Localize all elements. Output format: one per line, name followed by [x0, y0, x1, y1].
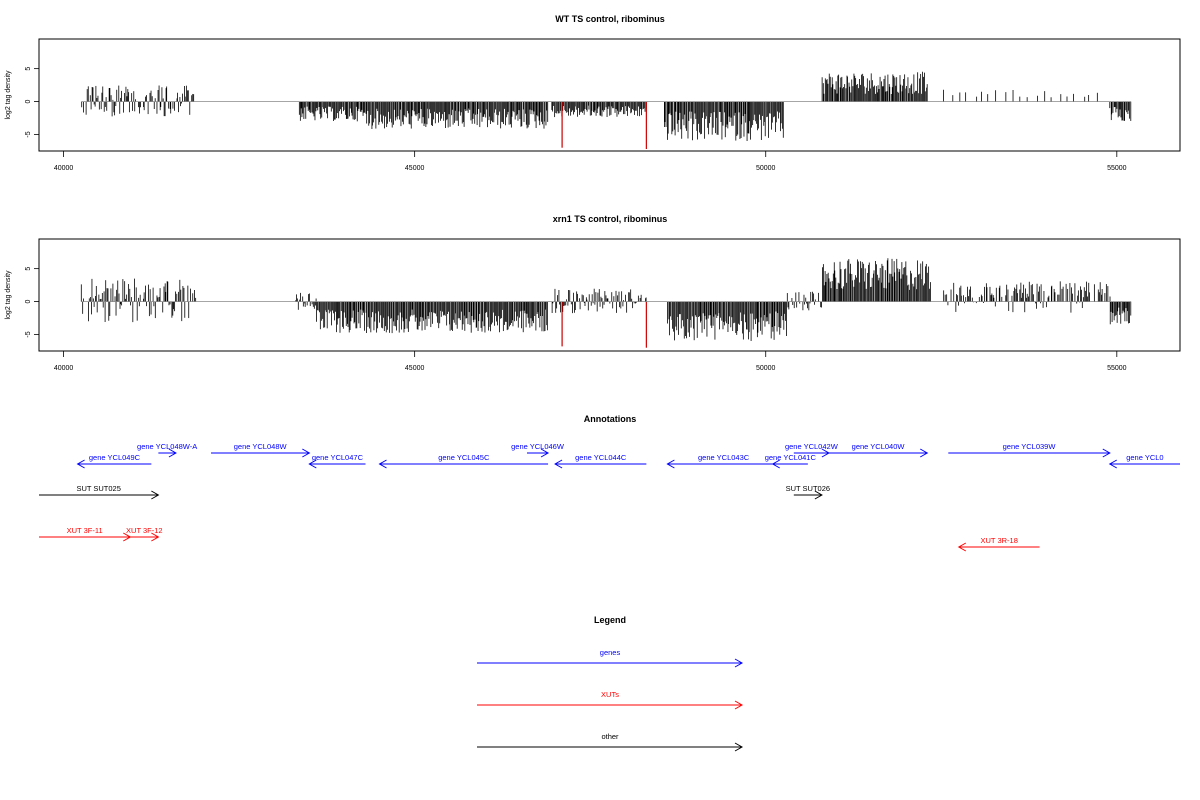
annotation-arrowhead [1108, 459, 1118, 469]
y-tick-label: 5 [25, 67, 32, 71]
annotation-arrowhead [540, 448, 550, 458]
annotation-feature: XUT 3F-11 [39, 526, 132, 542]
annotation-feature: XUT 3R-18 [957, 536, 1040, 552]
wt-x-axis: 40000 45000 50000 55000 [54, 150, 1127, 172]
x-tick-label: 55000 [1107, 165, 1127, 172]
wt-panel-frame [38, 38, 1181, 152]
annotation-label: gene YCL049C [89, 453, 141, 462]
annotation-label: gene YCL039W [1003, 442, 1057, 451]
legend-item-xut: XUTs [477, 690, 744, 710]
x-tick-label: 55000 [1107, 365, 1127, 372]
annotation-feature: gene YCL042W [785, 442, 839, 458]
annotation-label: SUT SUT025 [76, 484, 120, 493]
wt-y-axis-label: log2 tag density [5, 70, 12, 120]
legend-item-other: other [477, 732, 744, 752]
annotation-feature: gene YCL041C [765, 453, 817, 469]
annotation-label: gene YCL040W [852, 442, 906, 451]
annotation-feature: gene YCL044C [554, 453, 647, 469]
xrn1-x-axis: 40000 45000 50000 55000 [54, 350, 1127, 372]
xrn1-panel-title: xrn1 TS control, ribominus [553, 214, 668, 224]
annotation-label: gene YCL044C [575, 453, 627, 462]
annotation-arrowhead [308, 459, 317, 469]
x-tick-label: 50000 [756, 365, 776, 372]
x-tick-label: 45000 [405, 165, 425, 172]
x-tick-label: 45000 [405, 365, 425, 372]
annotation-feature: gene YCL048W-A [137, 442, 197, 458]
annotation-label: SUT SUT026 [786, 484, 830, 493]
legend-title: Legend [594, 615, 626, 625]
annotation-feature: gene YCL047C [308, 453, 366, 469]
y-tick-label: -5 [25, 331, 32, 337]
annotation-arrowhead [378, 459, 387, 469]
annotation-arrowhead [151, 490, 160, 500]
y-tick-label: 0 [25, 300, 32, 304]
annotation-arrowhead [919, 448, 929, 458]
xrn1-y-axis: -5 0 5 [25, 267, 39, 338]
annotation-features: gene YCL049C gene YCL048W-A gene YCL048W ge… [39, 442, 1180, 552]
y-tick-label: -5 [25, 131, 32, 137]
annotation-label: gene YCL045C [438, 453, 490, 462]
annotation-label: gene YCL046W [511, 442, 565, 451]
annotation-feature: XUT 3F-12 [126, 526, 163, 542]
legend-items: genes XUTs other [477, 648, 744, 752]
legend-label: other [601, 732, 619, 741]
legend-arrowhead [734, 742, 744, 752]
annotation-feature: gene YCL045C [378, 453, 549, 469]
wt-highlights [561, 101, 647, 150]
annotation-arrowhead [814, 490, 823, 500]
annotation-arrowhead [957, 542, 967, 552]
annotation-label: gene YCL048W-A [137, 442, 197, 451]
annotation-feature: gene YCL049C [76, 453, 152, 469]
annotation-arrowhead [168, 448, 177, 458]
annotation-label: gene YCL043C [698, 453, 750, 462]
xrn1-y-axis-label: log2 tag density [5, 270, 12, 320]
annotation-label: XUT 3F-12 [126, 526, 163, 535]
annotation-feature: SUT SUT026 [786, 484, 830, 500]
x-tick-label: 40000 [54, 165, 74, 172]
annotation-arrowhead [771, 459, 780, 469]
annotation-feature: gene YCL043C [666, 453, 780, 469]
annotation-feature: gene YCL039W [948, 442, 1111, 458]
annotation-feature: SUT SUT025 [39, 484, 160, 500]
legend-label: genes [600, 648, 621, 657]
legend-arrowhead [734, 658, 744, 668]
x-tick-label: 40000 [54, 365, 74, 372]
xrn1-panel-frame [38, 238, 1181, 352]
wt-panel-title: WT TS control, ribominus [555, 14, 665, 24]
xrn1-bars [80, 258, 1132, 342]
xrn1-panel: xrn1 TS control, ribominus 40000 45000 500… [5, 214, 1181, 372]
x-tick-label: 50000 [756, 165, 776, 172]
annotation-label: gene YCL042W [785, 442, 839, 451]
annotation-arrowhead [76, 459, 85, 469]
legend: Legend genes XUTs other [477, 615, 744, 752]
annotation-feature: gene YCL040W [828, 442, 929, 458]
annotation-arrowhead [302, 448, 311, 458]
annotation-arrowhead [821, 448, 830, 458]
annotation-label: gene YCL041C [765, 453, 817, 462]
legend-label: XUTs [601, 690, 619, 699]
annotation-feature: gene YCL0 [1108, 453, 1180, 469]
annotation-arrowhead [151, 532, 160, 542]
y-tick-label: 5 [25, 267, 32, 271]
annotation-feature: gene YCL046W [511, 442, 565, 458]
xrn1-highlights [561, 301, 647, 348]
wt-panel: WT TS control, ribominus 40000 45000 50000… [5, 14, 1181, 172]
annotation-label: gene YCL048W [234, 442, 288, 451]
annotation-arrowhead [666, 459, 675, 469]
wt-bars [81, 71, 1132, 141]
annotation-arrowhead [1102, 448, 1111, 458]
annotation-label: XUT 3F-11 [67, 526, 103, 535]
annotation-feature: gene YCL048W [211, 442, 311, 458]
annotation-label: XUT 3R-18 [981, 536, 1018, 545]
annotation-arrowhead [554, 459, 563, 469]
wt-y-axis: -5 0 5 [25, 67, 39, 138]
annotation-label: gene YCL047C [312, 453, 364, 462]
legend-item-gene: genes [477, 648, 744, 668]
legend-arrowhead [734, 700, 744, 710]
y-tick-label: 0 [25, 100, 32, 104]
annotations-title: Annotations [584, 414, 637, 424]
annotation-label: gene YCL0 [1126, 453, 1163, 462]
